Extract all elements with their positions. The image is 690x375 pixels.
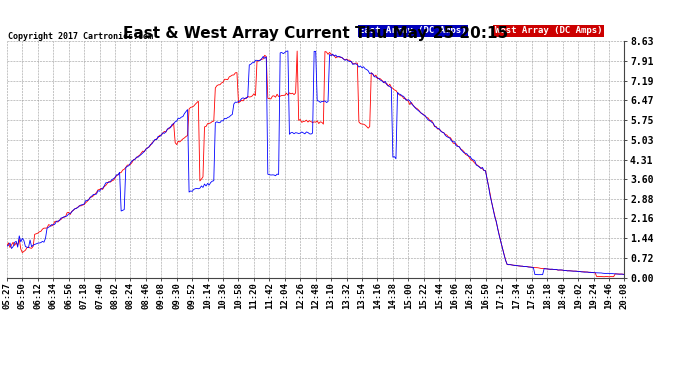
Text: East Array (DC Amps): East Array (DC Amps)	[359, 26, 466, 35]
Text: Copyright 2017 Cartronics.com: Copyright 2017 Cartronics.com	[8, 32, 153, 41]
Title: East & West Array Current Thu May 25 20:15: East & West Array Current Thu May 25 20:…	[123, 26, 509, 41]
Text: West Array (DC Amps): West Array (DC Amps)	[495, 26, 602, 35]
